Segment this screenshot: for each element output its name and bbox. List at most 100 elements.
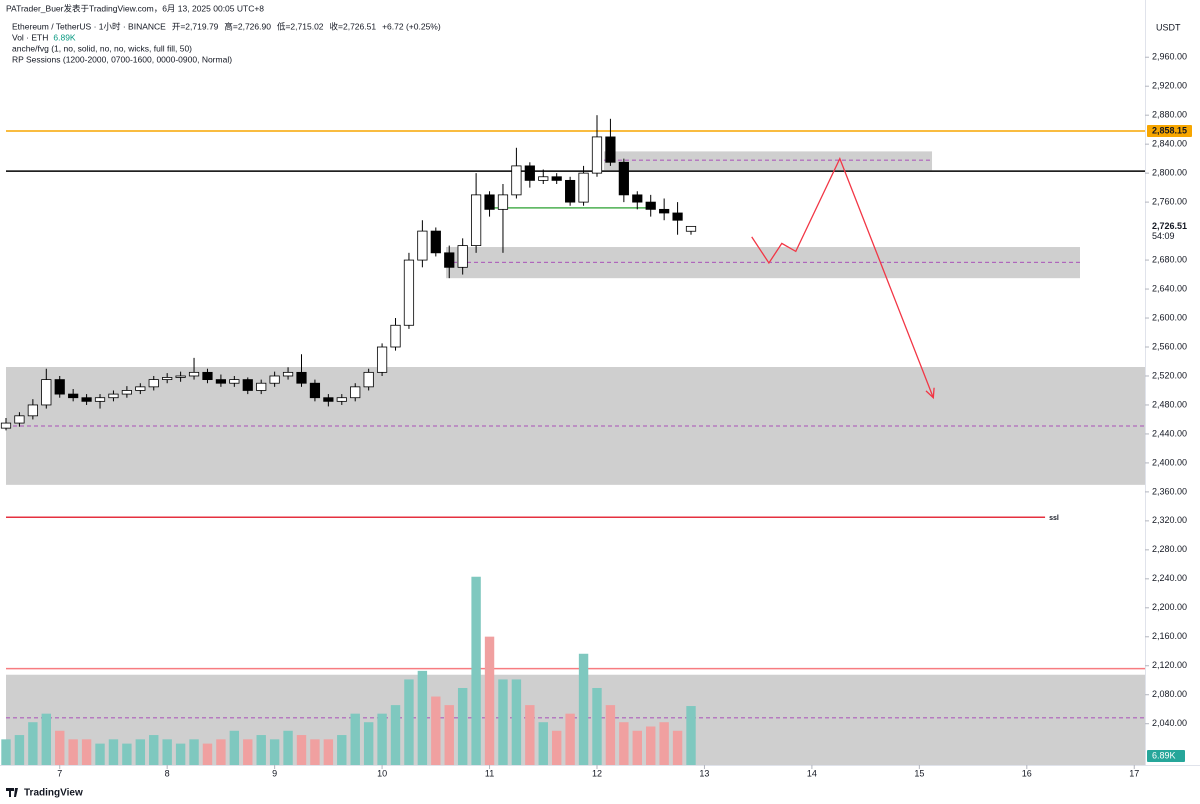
logo [6, 788, 18, 797]
x-tick-label: 10 [377, 768, 387, 778]
volume-bar [646, 726, 656, 765]
symbol: Ethereum / TetherUS · 1小时 · BINANCE [12, 21, 166, 31]
x-tick-label: 12 [592, 768, 602, 778]
volume-bar [377, 713, 387, 765]
volume-value: 6.89K [53, 32, 76, 42]
candle-body [618, 161, 629, 196]
volume-bar [135, 739, 146, 765]
candle-body [256, 382, 267, 391]
ohlc-value: 收=2,726.51 [330, 21, 377, 31]
candle-body [175, 375, 186, 378]
x-tick-label: 13 [699, 768, 709, 778]
ohlc-value: 低=2,715.02 [277, 21, 324, 31]
candle-body [565, 179, 576, 203]
y-tick-label: 2,400.00 [1152, 457, 1187, 467]
volume-bar [511, 679, 522, 765]
y-tick-label: 2,200.00 [1152, 602, 1187, 612]
x-tick-label: 7 [57, 768, 62, 778]
y-tick-label: 2,360.00 [1152, 486, 1187, 496]
candle-body [188, 371, 200, 377]
x-tick-label: 15 [914, 768, 924, 778]
y-tick-label: 2,440.00 [1152, 428, 1187, 438]
volume-bar [484, 636, 495, 765]
volume-bar [81, 739, 92, 765]
volume-bar [444, 705, 454, 765]
y-tick-label: 2,920.00 [1152, 81, 1187, 91]
volume-bar [243, 739, 253, 765]
y-tick-label: 2,600.00 [1152, 312, 1187, 322]
volume-bar [538, 722, 548, 765]
y-tick-label: 2,240.00 [1152, 573, 1187, 583]
candle-body [403, 259, 415, 326]
candle-body [148, 379, 159, 388]
volume-bar [659, 722, 669, 765]
volume-bar [457, 687, 468, 765]
zone [603, 151, 933, 171]
volume-bar [551, 730, 562, 765]
credit: PATrader_Buer发表于TradingView.com，6月 13, 2… [6, 3, 264, 13]
indicator: Vol · ETH [12, 32, 48, 42]
y-tick-label: 2,800.00 [1152, 168, 1187, 178]
annotation-path [751, 157, 934, 398]
volume-bar [175, 743, 186, 765]
x-tick-label: 8 [165, 768, 170, 778]
indicator: RP Sessions (1200-2000, 0700-1600, 0000-… [12, 54, 232, 64]
volume-bar [55, 730, 65, 765]
volume-bar [108, 739, 119, 765]
volume-bar [310, 739, 320, 765]
volume-bar [1, 739, 11, 765]
volume-bar [149, 735, 159, 765]
brand: TradingView [24, 788, 83, 799]
candle-body [54, 379, 65, 395]
candle-body [135, 386, 146, 391]
volume-bar [14, 735, 25, 765]
volume-bar [404, 679, 414, 765]
y-tick-label: 2,680.00 [1152, 254, 1187, 264]
candle-body [417, 230, 428, 261]
volume-bar [229, 730, 240, 765]
volume-bar [337, 735, 347, 765]
volume-bar [565, 713, 575, 765]
candle-body [497, 194, 509, 210]
volume-bar [41, 713, 51, 765]
candle-body [632, 194, 643, 203]
ohlc-value: 高=2,726.90 [224, 21, 271, 31]
volume-bar [686, 706, 696, 765]
candle-body [551, 176, 562, 181]
candle-body [94, 397, 106, 402]
volume-bar [672, 730, 683, 765]
candle-body [121, 390, 132, 395]
candle-body [645, 201, 656, 210]
volume-bar [619, 722, 629, 765]
candle-body [659, 208, 670, 214]
volume-bar [498, 679, 508, 765]
volume-bar [363, 722, 374, 765]
y-tick-label: 2,560.00 [1152, 341, 1187, 351]
volume-bar [122, 743, 132, 765]
volume-bar [162, 739, 172, 765]
volume-bar [632, 730, 642, 765]
candle-body [68, 393, 79, 399]
candle-body [471, 194, 482, 246]
plot: ssl [0, 115, 1145, 765]
ohlc-value: +6.72 (+0.25%) [382, 21, 441, 31]
volume-bar [525, 705, 535, 765]
arrow-head [925, 387, 935, 400]
candle-body [457, 245, 468, 268]
candle-body [108, 393, 119, 399]
level-label: ssl [1049, 515, 1059, 522]
price-label: 2,858.15 [1152, 125, 1187, 135]
candle-body [524, 165, 535, 181]
price-label-box [1147, 125, 1192, 138]
y-tick-label: 2,040.00 [1152, 718, 1187, 728]
currency: USDT [1156, 22, 1181, 32]
volume-bar [68, 739, 78, 765]
y-tick-label: 2,760.00 [1152, 196, 1187, 206]
candle-body [229, 379, 240, 384]
y-tick-label: 2,840.00 [1152, 139, 1187, 149]
candle-body [591, 136, 603, 174]
candle-body [323, 397, 334, 402]
price-label: 2,726.51 [1152, 221, 1187, 231]
y-tick-label: 2,280.00 [1152, 544, 1187, 554]
y-tick-label: 2,320.00 [1152, 515, 1187, 525]
